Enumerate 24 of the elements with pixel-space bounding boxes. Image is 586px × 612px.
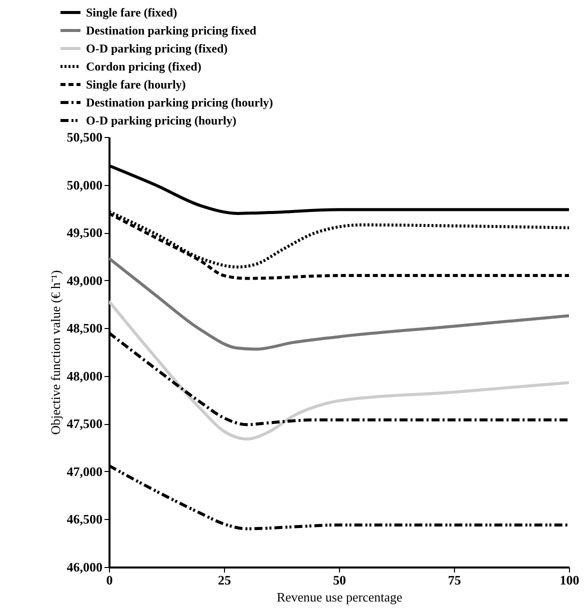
y-tick-label: 49,000 (66, 272, 102, 288)
x-tick-label: 0 (106, 572, 113, 588)
y-tick-label: 49,500 (66, 225, 102, 240)
y-tick-label: 48,000 (66, 368, 102, 384)
legend-label: Single fare (hourly) (86, 78, 186, 92)
x-tick-label: 75 (448, 572, 462, 588)
legend-label: Destination parking pricing fixed (86, 24, 257, 38)
y-tick-label: 47,500 (66, 416, 102, 432)
x-tick-label: 50 (333, 572, 346, 588)
legend-label: Cordon pricing (fixed) (86, 60, 202, 74)
legend-label: O-D parking pricing (hourly) (86, 114, 236, 128)
y-tick-label: 46,500 (66, 512, 102, 527)
legend-label: Single fare (fixed) (86, 6, 178, 20)
x-axis-title: Revenue use percentage (276, 590, 403, 604)
y-tick-label: 48,500 (66, 320, 102, 336)
x-tick-label: 25 (218, 572, 232, 588)
y-axis-title: Objective function value (€ h⁻¹) (48, 270, 63, 435)
y-tick-label: 47,000 (66, 464, 102, 479)
x-tick-label: 100 (560, 572, 580, 588)
y-tick-label: 50,000 (66, 177, 102, 192)
legend-label: O-D parking pricing (fixed) (86, 42, 228, 56)
y-tick-label: 46,000 (66, 560, 102, 574)
y-tick-label: 50,500 (66, 130, 102, 144)
legend-label: Destination parking pricing (hourly) (86, 96, 274, 110)
